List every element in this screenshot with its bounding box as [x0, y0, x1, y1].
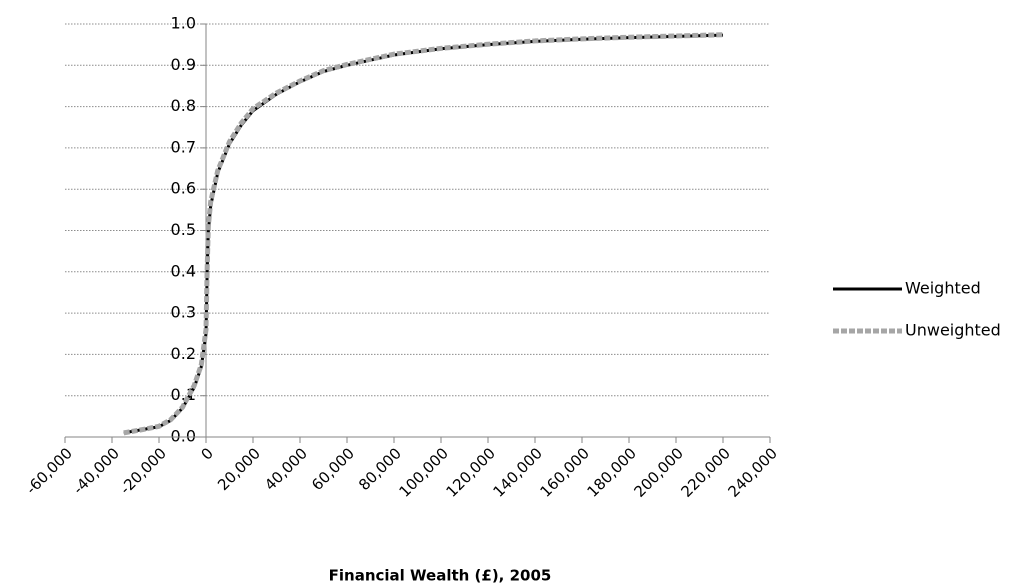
x-tick-label: 220,000 [677, 444, 734, 501]
series-line [123, 32, 724, 436]
x-tick-label: 160,000 [536, 444, 593, 501]
x-tick-label: -20,000 [116, 444, 170, 498]
x-axis-title: Financial Wealth (£), 2005 [329, 567, 552, 585]
x-tick-label: 180,000 [583, 444, 640, 501]
y-tick-label: 0.0 [171, 427, 196, 446]
y-tick-label: 0.4 [171, 261, 196, 280]
legend-label: Weighted [905, 279, 981, 298]
x-tick-label: -60,000 [22, 444, 76, 498]
y-tick-label: 0.8 [171, 96, 196, 115]
y-tick-label: 0.6 [171, 179, 196, 198]
x-tick-label: 40,000 [261, 444, 311, 494]
x-tick-label: 60,000 [308, 444, 358, 494]
x-tick-label: 240,000 [724, 444, 781, 501]
legend-label: Unweighted [905, 321, 1001, 340]
x-tick-label: 100,000 [395, 444, 452, 501]
series-line [123, 33, 724, 435]
y-tick-label: 0.9 [171, 55, 196, 74]
x-tick-label: 200,000 [630, 444, 687, 501]
x-tick-label: 0 [198, 444, 217, 463]
y-tick-label: 0.3 [171, 303, 196, 322]
y-tick-label: 0.7 [171, 137, 196, 156]
y-tick-label: 0.2 [171, 344, 196, 363]
x-tick-label: -40,000 [69, 444, 123, 498]
x-tick-label: 140,000 [489, 444, 546, 501]
y-tick-label: 0.5 [171, 220, 196, 239]
y-tick-label: 1.0 [171, 14, 196, 33]
x-tick-label: 20,000 [214, 444, 264, 494]
x-tick-label: 120,000 [442, 444, 499, 501]
